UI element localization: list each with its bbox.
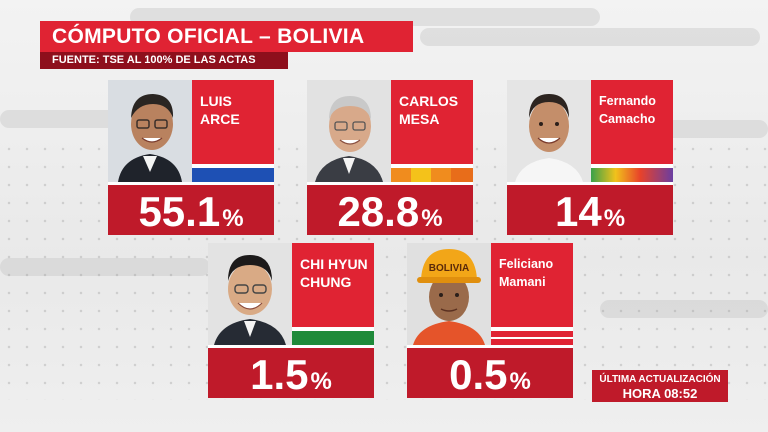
party-flag-cc (391, 164, 473, 182)
candidate-photo-arce (108, 80, 192, 182)
candidate-namebox-chung: CHI HYUN CHUNG (292, 243, 374, 345)
candidate-namebox-arce: LUIS ARCE (192, 80, 274, 182)
source-subtitle: FUENTE: TSE AL 100% DE LAS ACTAS (40, 52, 288, 69)
candidate-card-arce: LUIS ARCE 55.1% (108, 80, 274, 235)
candidate-name-chung: CHI HYUN CHUNG (300, 256, 368, 290)
candidate-photo-mesa (307, 80, 391, 182)
background-streak (600, 300, 768, 318)
candidate-photo-chung (208, 243, 292, 345)
party-flag-creemos (591, 164, 673, 182)
candidate-name-mamani: Feliciano Mamani (499, 257, 554, 289)
background-streak (0, 258, 210, 276)
candidate-photo-camacho (507, 80, 591, 182)
candidate-card-chung: CHI HYUN CHUNG 1.5% (208, 243, 374, 398)
last-update-box: ÚLTIMA ACTUALIZACIÓN HORA 08:52 (592, 370, 728, 402)
candidate-name-camacho: Fernando Camacho (599, 94, 656, 126)
candidate-name-arce: LUIS ARCE (200, 93, 240, 127)
candidate-namebox-camacho: Fernando Camacho (591, 80, 673, 182)
candidate-namebox-mesa: CARLOS MESA (391, 80, 473, 182)
party-flag-mas (192, 164, 274, 182)
candidate-percent-camacho: 14% (507, 182, 673, 235)
candidate-percent-mesa: 28.8% (307, 182, 473, 235)
candidate-name-mesa: CARLOS MESA (399, 93, 459, 127)
helmet-label: BOLIVIA (429, 263, 470, 274)
last-update-label: ÚLTIMA ACTUALIZACIÓN (599, 374, 721, 385)
candidate-percent-arce: 55.1% (108, 182, 274, 235)
candidate-percent-mamani: 0.5% (407, 345, 573, 398)
party-flag-fpv (292, 327, 374, 345)
background-streak (420, 28, 760, 46)
candidate-photo-mamani: BOLIVIA (407, 243, 491, 345)
candidate-card-camacho: Fernando Camacho 14% (507, 80, 673, 235)
page-title: CÓMPUTO OFICIAL – BOLIVIA (40, 21, 413, 52)
candidate-card-mamani: BOLIVIA Feliciano Mamani 0.5% (407, 243, 573, 398)
party-flag-pan-bol (491, 327, 573, 345)
candidate-percent-chung: 1.5% (208, 345, 374, 398)
candidate-card-mesa: CARLOS MESA 28.8% (307, 80, 473, 235)
candidate-namebox-mamani: Feliciano Mamani (491, 243, 573, 345)
last-update-time: HORA 08:52 (622, 386, 698, 401)
